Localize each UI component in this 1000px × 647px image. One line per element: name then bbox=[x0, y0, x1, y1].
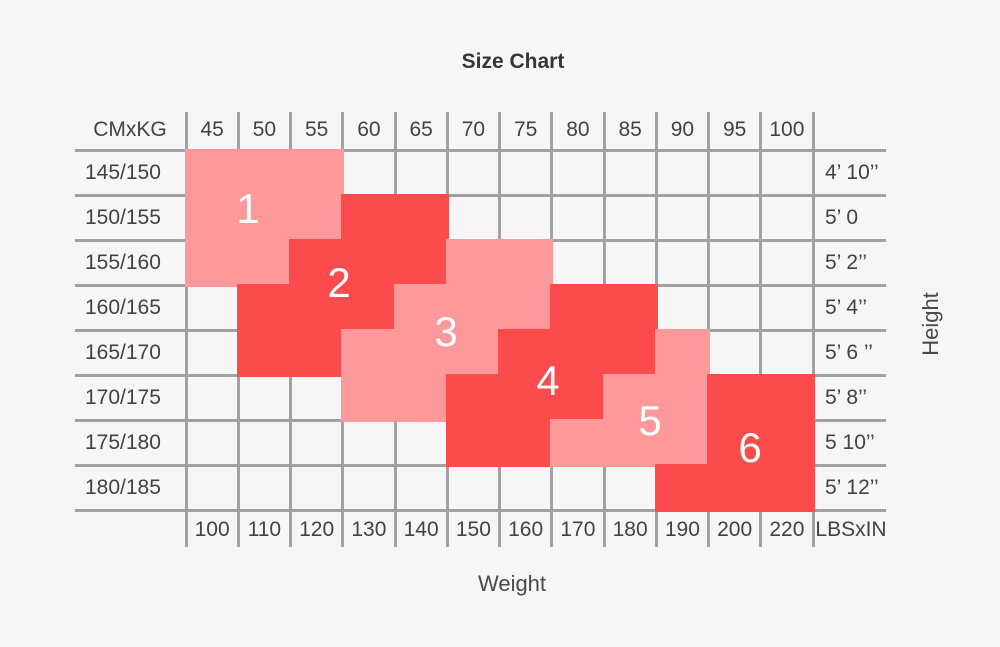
kg-tick: 55 bbox=[304, 118, 329, 141]
in-tick: 5’ 6 ’’ bbox=[825, 340, 873, 364]
in-tick: 5’ 0 bbox=[825, 205, 859, 229]
y-axis-label: Height bbox=[918, 292, 943, 356]
kg-tick: 95 bbox=[722, 118, 747, 141]
lbs-tick: 120 bbox=[299, 518, 335, 541]
lbs-unit-label: LBSxIN bbox=[815, 518, 887, 541]
lbs-tick: 160 bbox=[508, 518, 544, 541]
in-tick: 5’ 2’’ bbox=[825, 250, 868, 274]
lbs-tick: 190 bbox=[664, 518, 700, 541]
size-region-6 bbox=[654, 463, 815, 512]
size-region-5 bbox=[654, 328, 710, 377]
kg-tick: 45 bbox=[200, 118, 224, 141]
size-region-1 bbox=[184, 238, 292, 287]
in-tick: 5’ 8’’ bbox=[825, 385, 868, 409]
in-tick: 5’ 4’’ bbox=[825, 295, 868, 319]
size-region-4 bbox=[445, 418, 554, 467]
cm-tick: 155/160 bbox=[85, 250, 161, 274]
size-region-5 bbox=[550, 418, 710, 467]
lbs-tick: 130 bbox=[351, 518, 387, 541]
in-tick: 5 10’’ bbox=[825, 430, 875, 454]
kg-tick: 60 bbox=[357, 118, 381, 141]
size-region-4 bbox=[498, 328, 658, 377]
size-region-2 bbox=[341, 193, 449, 242]
kg-tick: 90 bbox=[670, 118, 695, 141]
size-region-4 bbox=[445, 373, 606, 422]
kg-tick: 50 bbox=[252, 118, 277, 141]
kg-tick: 80 bbox=[566, 118, 590, 141]
size-label-6: 6 bbox=[738, 424, 762, 471]
cm-tick: 180/185 bbox=[85, 475, 161, 499]
size-region-3 bbox=[341, 373, 449, 422]
grid-vline bbox=[759, 112, 763, 547]
kg-tick: 65 bbox=[409, 118, 433, 141]
kg-tick: 70 bbox=[461, 118, 486, 141]
size-label-4: 4 bbox=[536, 357, 560, 404]
lbs-tick: 140 bbox=[403, 518, 439, 541]
cm-tick: 150/155 bbox=[85, 205, 161, 229]
size-region-3 bbox=[341, 328, 501, 377]
grid-hline bbox=[75, 508, 886, 512]
size-label-2: 2 bbox=[327, 259, 351, 306]
kg-tick: 75 bbox=[513, 118, 538, 141]
size-region-2 bbox=[289, 238, 449, 287]
lbs-tick: 170 bbox=[560, 518, 596, 541]
cm-tick: 175/180 bbox=[85, 430, 161, 454]
size-region-2 bbox=[236, 283, 397, 332]
in-tick: 4’ 10’’ bbox=[825, 160, 879, 184]
lbs-tick: 200 bbox=[717, 518, 753, 541]
size-region-6 bbox=[707, 373, 815, 422]
chart-title: Size Chart bbox=[461, 50, 565, 73]
size-label-3: 3 bbox=[434, 308, 458, 355]
grid-vline bbox=[184, 112, 188, 547]
size-region-1 bbox=[184, 148, 345, 197]
size-region-1 bbox=[184, 193, 345, 242]
kg-tick: 85 bbox=[618, 118, 642, 141]
cm-tick: 160/165 bbox=[85, 295, 161, 319]
lbs-tick: 110 bbox=[247, 518, 282, 541]
size-region-2 bbox=[236, 328, 345, 377]
size-label-5: 5 bbox=[638, 397, 662, 444]
size-region-6 bbox=[707, 418, 815, 467]
lbs-tick: 180 bbox=[612, 518, 648, 541]
cm-tick: 170/175 bbox=[85, 385, 161, 409]
size-region-5 bbox=[602, 373, 710, 422]
kg-tick: 100 bbox=[769, 118, 805, 141]
cm-tick: 165/170 bbox=[85, 340, 161, 364]
grid-vline bbox=[811, 112, 815, 547]
lbs-tick: 100 bbox=[194, 518, 230, 541]
size-label-1: 1 bbox=[236, 185, 260, 232]
size-region-3 bbox=[445, 238, 554, 287]
x-axis-label: Weight bbox=[477, 571, 547, 596]
kg-unit-label: CMxKG bbox=[93, 118, 167, 141]
size-region-4 bbox=[550, 283, 658, 332]
lbs-tick: 220 bbox=[769, 518, 805, 541]
size-region-3 bbox=[393, 283, 554, 332]
cm-tick: 145/150 bbox=[85, 160, 161, 184]
grid-hline bbox=[75, 148, 886, 152]
lbs-tick: 150 bbox=[455, 518, 491, 541]
grid-hline bbox=[75, 193, 886, 197]
in-tick: 5’ 12’’ bbox=[825, 475, 879, 499]
